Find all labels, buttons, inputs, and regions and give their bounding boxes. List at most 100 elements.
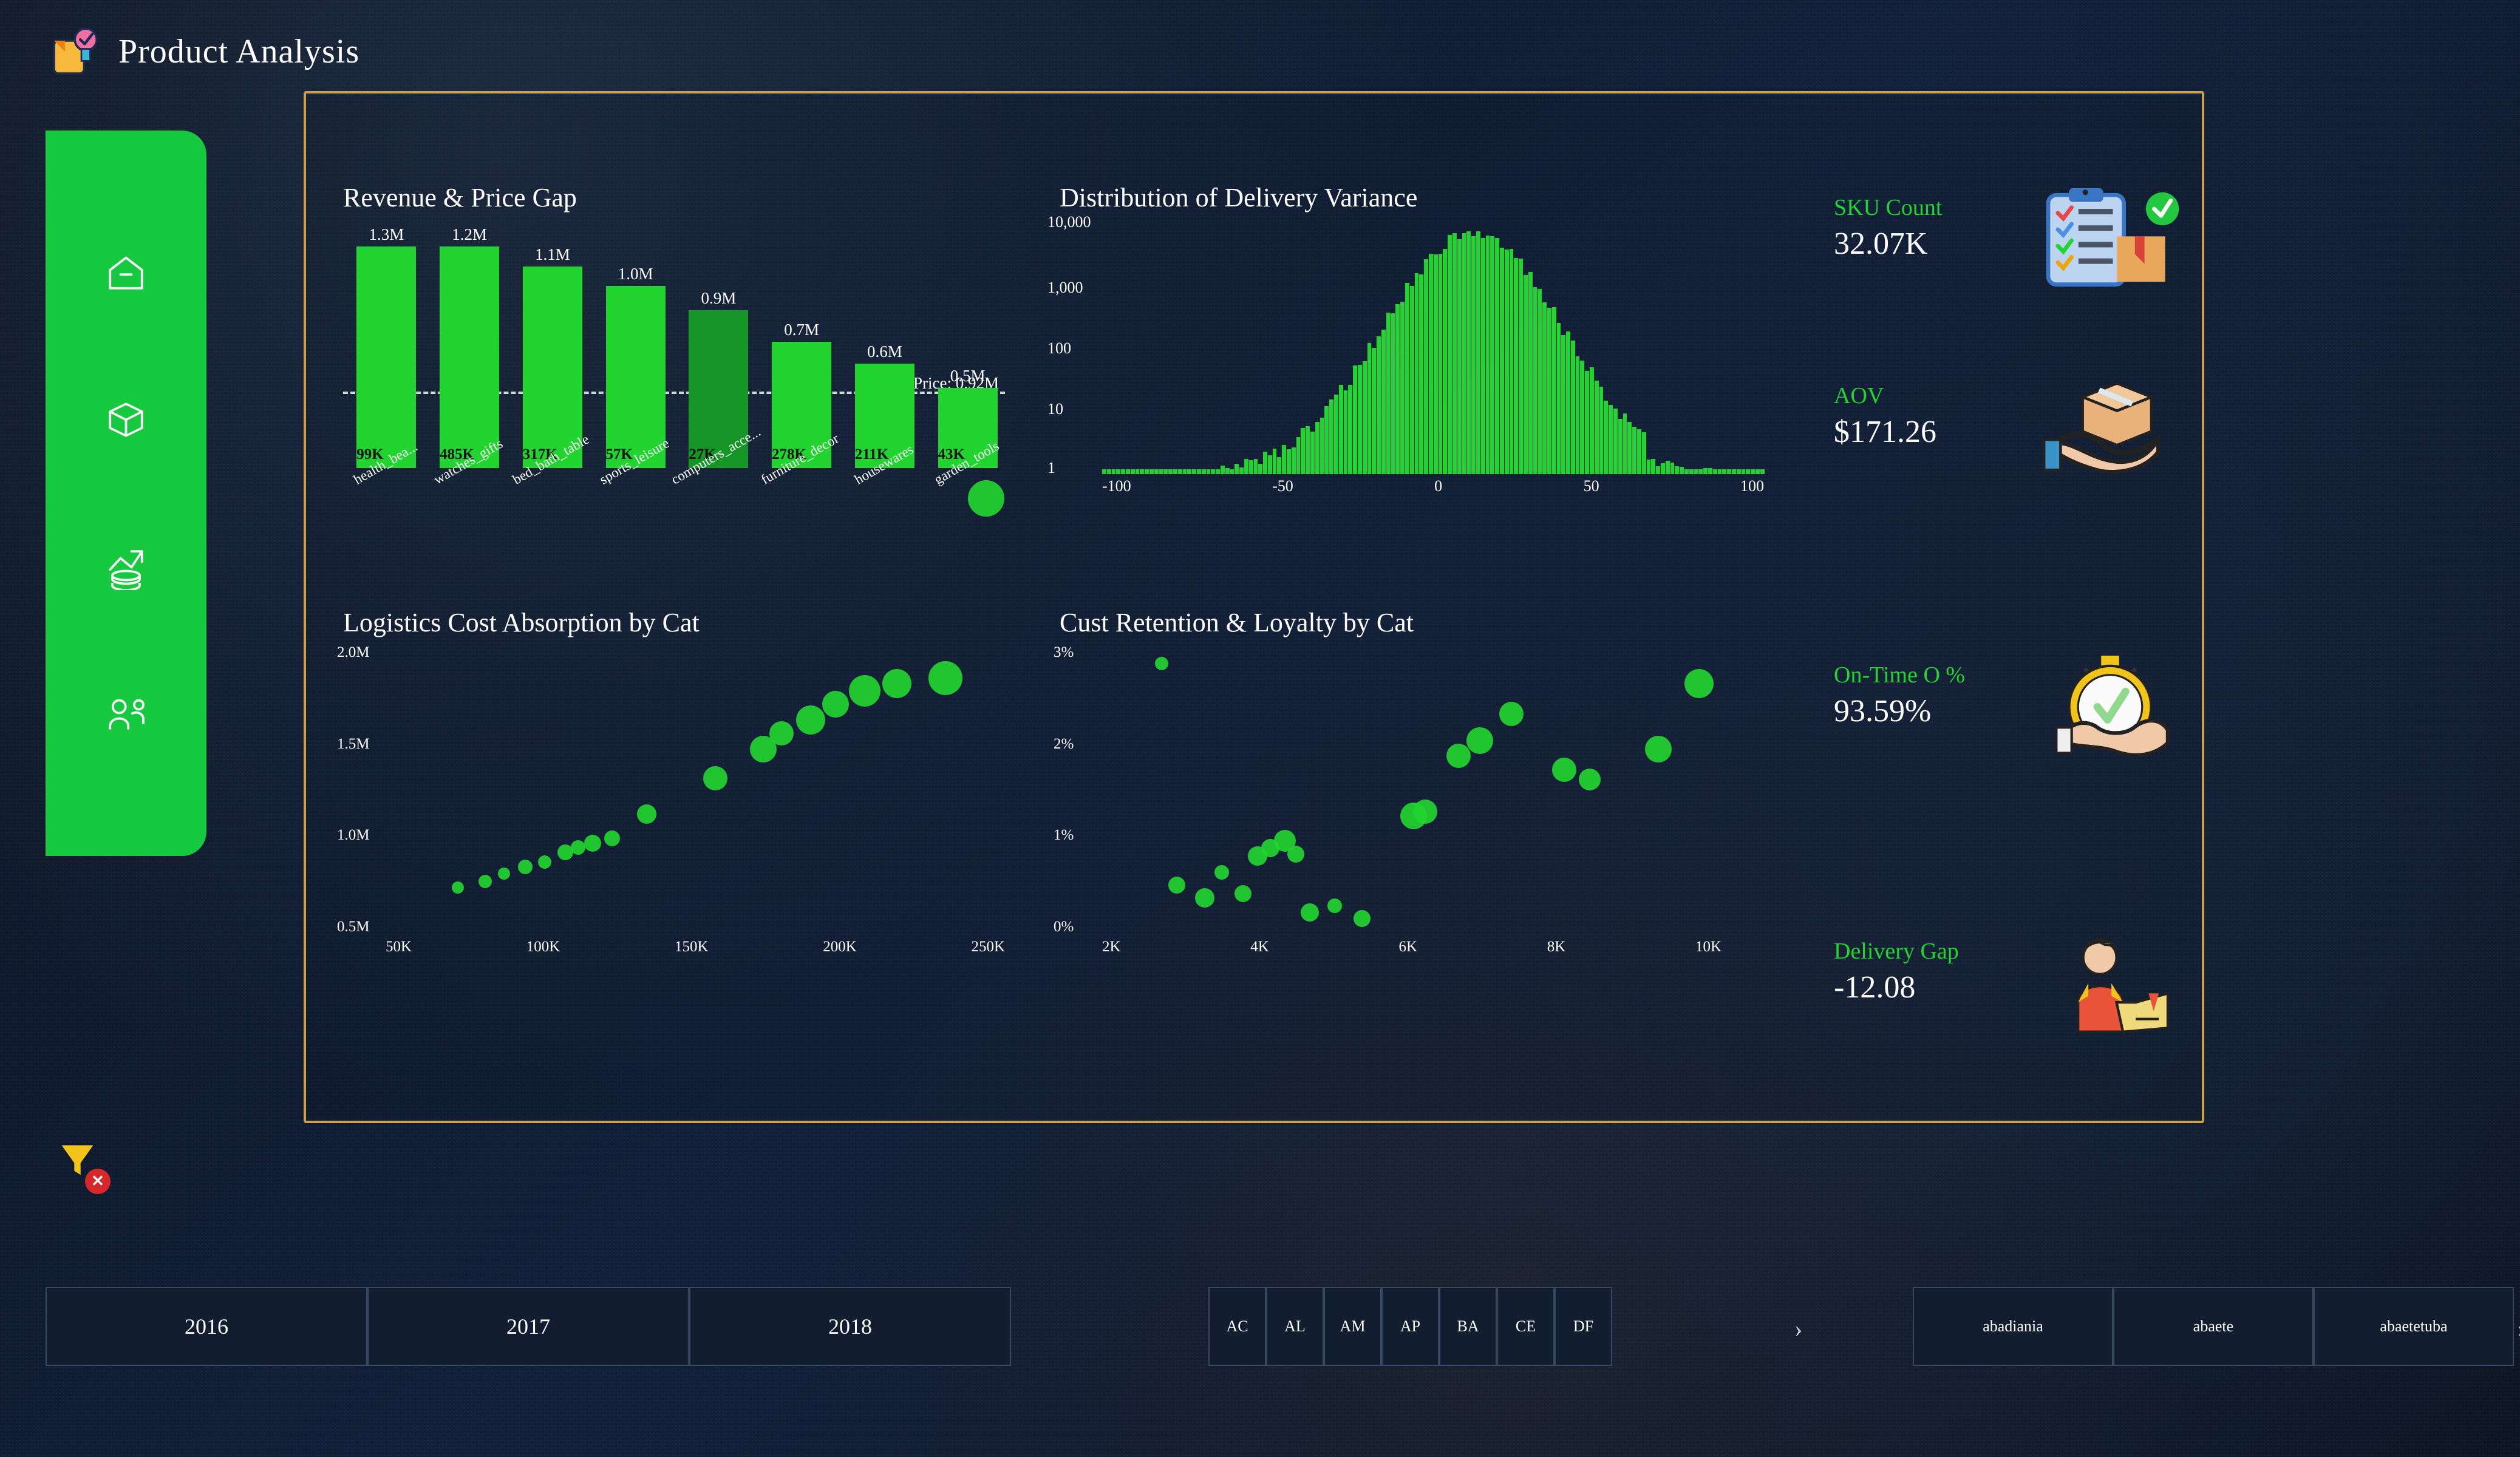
scatter-point[interactable] <box>1499 702 1524 726</box>
scatter-point[interactable] <box>1446 744 1471 768</box>
city-filter-group[interactable]: abadiania abaete abaetetuba <box>1913 1287 2514 1366</box>
bar-col-7[interactable]: 0.5M 43K garden_tools <box>930 225 1005 468</box>
scatter-point[interactable] <box>1466 727 1493 754</box>
histogram-bar <box>1637 429 1641 474</box>
sidebar-item-customers[interactable] <box>96 684 157 745</box>
bar-col-6[interactable]: 0.6M 211K housewares <box>848 225 922 468</box>
scatter-point[interactable] <box>498 868 510 880</box>
scatter-point[interactable] <box>1155 657 1168 670</box>
scatter-point[interactable] <box>1354 910 1371 927</box>
logistics-dots-container[interactable] <box>386 644 1005 936</box>
scatter-point[interactable] <box>584 835 601 852</box>
city-filter-option-0[interactable]: abadiania <box>1913 1287 2113 1366</box>
histogram-bar <box>1466 231 1471 474</box>
bar-col-1[interactable]: 1.2M 485K watches_gifts <box>432 225 507 468</box>
filter-control[interactable]: ✕ <box>58 1135 124 1202</box>
scatter-point[interactable] <box>849 675 880 707</box>
sidebar-item-analytics[interactable] <box>96 537 157 597</box>
kpi-block-3: Delivery Gap -12.08 <box>1834 938 2192 1005</box>
state-filter-option-6[interactable]: DF <box>1555 1287 1612 1366</box>
bar-rect[interactable]: 99K <box>356 246 416 468</box>
histogram-bar <box>1116 469 1120 474</box>
scatter-point[interactable] <box>1552 758 1576 782</box>
bar-col-2[interactable]: 1.1M 317K bed_bath_table <box>516 225 590 468</box>
scatter-point[interactable] <box>1579 769 1601 790</box>
histogram-bar <box>1234 464 1239 474</box>
histogram-bar <box>1439 254 1443 474</box>
scatter-point[interactable] <box>1684 669 1714 698</box>
logistics-scatter-plot[interactable]: 2.0M 1.5M 1.0M 0.5M 50K 100K 150K 200K 2… <box>343 644 1005 936</box>
scatter-point[interactable] <box>1195 888 1214 908</box>
scatter-point[interactable] <box>571 840 585 855</box>
histogram-bar <box>1273 449 1277 474</box>
scatter-point[interactable] <box>703 766 727 790</box>
histogram-bar <box>1698 469 1703 474</box>
state-filter-option-3[interactable]: AP <box>1381 1287 1439 1366</box>
scatter-point[interactable] <box>452 881 464 894</box>
state-filter-option-0[interactable]: AC <box>1208 1287 1266 1366</box>
scatter-point[interactable] <box>604 830 620 846</box>
city-filter-next-chevron-icon[interactable]: › <box>2517 1314 2520 1343</box>
year-filter-option-2[interactable]: 2018 <box>689 1287 1011 1366</box>
bar-col-4[interactable]: 0.9M 27K computers_acce... <box>681 225 756 468</box>
scatter-point[interactable] <box>1234 885 1251 902</box>
histogram-bar <box>1661 463 1665 474</box>
retention-scatter-chart: Cust Retention & Loyalty by Cat 3% 2% 1%… <box>1060 607 1721 983</box>
kpi-panel: SKU Count 32.07K <box>1834 182 2192 1081</box>
sidebar-item-home[interactable] <box>96 242 157 302</box>
state-filter-group[interactable]: AC AL AM AP BA CE DF <box>1208 1287 1612 1366</box>
scatter-point[interactable] <box>968 480 1004 517</box>
histogram-bar <box>1708 468 1712 474</box>
histogram-bars[interactable] <box>1102 231 1764 474</box>
scatter-point[interactable] <box>769 721 794 745</box>
scatter-point[interactable] <box>538 855 551 869</box>
year-filter-option-0[interactable]: 2016 <box>46 1287 367 1366</box>
scatter-point[interactable] <box>1413 800 1437 824</box>
scatter-point[interactable] <box>928 661 962 695</box>
histogram-bar <box>1585 371 1589 474</box>
scatter-point[interactable] <box>1214 865 1229 880</box>
histogram-bar <box>1258 464 1262 474</box>
city-filter-option-2[interactable]: abaetetuba <box>2314 1287 2514 1366</box>
scatter-point[interactable] <box>1327 898 1342 913</box>
histogram-bar <box>1254 459 1258 474</box>
histogram-bar <box>1490 236 1494 474</box>
state-filter-option-2[interactable]: AM <box>1324 1287 1381 1366</box>
year-filter-group[interactable]: 2016 2017 2018 <box>46 1287 1011 1366</box>
histogram-bar <box>1694 469 1698 474</box>
bar-col-5[interactable]: 0.7M 278K furniture_decor <box>765 225 839 468</box>
histogram-chart-title: Distribution of Delivery Variance <box>1060 182 1776 213</box>
histogram-bar <box>1207 469 1211 474</box>
bar-col-3[interactable]: 1.0M 57K sports_leisure <box>598 225 673 468</box>
histogram-bar <box>1324 406 1329 474</box>
state-filter-option-1[interactable]: AL <box>1266 1287 1324 1366</box>
scatter-point[interactable] <box>1645 736 1672 762</box>
histogram-bar <box>1576 356 1580 474</box>
scatter-point[interactable] <box>1301 903 1319 922</box>
city-filter-option-1[interactable]: abaete <box>2113 1287 2314 1366</box>
scatter-point[interactable] <box>518 860 533 874</box>
sidebar-item-products[interactable] <box>96 389 157 450</box>
scatter-point[interactable] <box>1168 877 1185 894</box>
histogram-bar <box>1126 469 1130 474</box>
scatter-point[interactable] <box>822 691 849 718</box>
scatter-point[interactable] <box>882 669 911 698</box>
scatter-point[interactable] <box>796 705 825 735</box>
histogram-bar <box>1571 341 1575 474</box>
bar-col-0[interactable]: 1.3M 99K health_bea... <box>349 225 424 468</box>
histogram-bar <box>1249 460 1253 474</box>
scatter-point[interactable] <box>478 875 492 888</box>
bar-rect[interactable]: 485K <box>440 246 499 468</box>
histogram-bar <box>1718 469 1722 474</box>
scatter-point[interactable] <box>637 804 656 824</box>
state-filter-next-chevron-icon[interactable]: › <box>1794 1314 1802 1343</box>
scatter-point[interactable] <box>1287 846 1304 863</box>
revenue-bar-chart[interactable]: Avg Price: 0.92M 1.3M 99K health_bea... … <box>343 225 1005 468</box>
retention-scatter-plot[interactable]: 3% 2% 1% 0% 2K 4K 6K 8K 10K <box>1060 644 1721 936</box>
year-filter-option-1[interactable]: 2017 <box>367 1287 689 1366</box>
state-filter-option-4[interactable]: BA <box>1439 1287 1497 1366</box>
filter-clear-badge[interactable]: ✕ <box>85 1169 111 1194</box>
retention-dots-container[interactable] <box>1102 644 1721 936</box>
state-filter-option-5[interactable]: CE <box>1497 1287 1555 1366</box>
histogram-bar <box>1310 432 1315 474</box>
